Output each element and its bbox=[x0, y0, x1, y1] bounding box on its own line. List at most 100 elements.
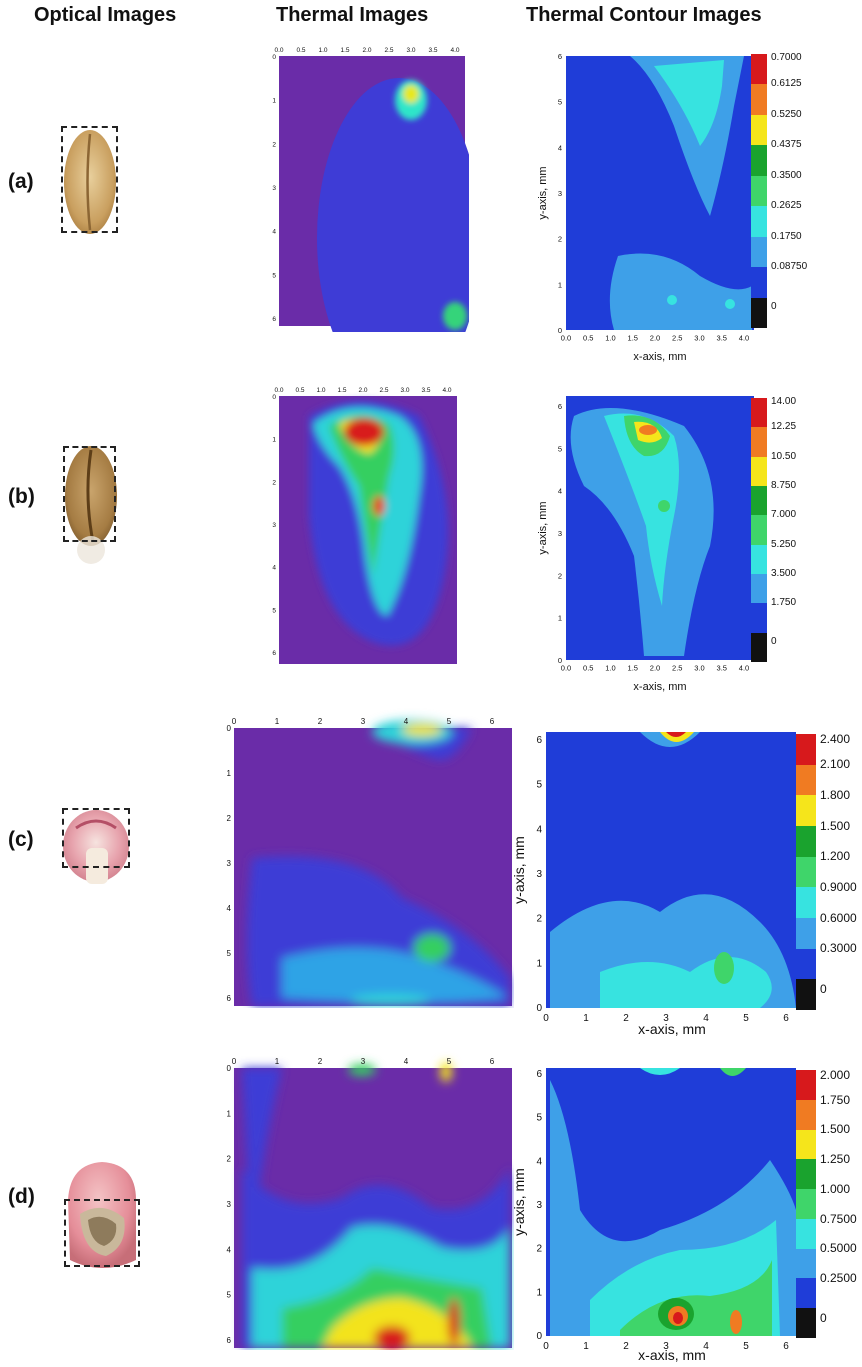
thermal-x-tick: 3.0 bbox=[400, 387, 409, 394]
contour-x-tick: 1.5 bbox=[628, 664, 638, 673]
colorbar-segment bbox=[751, 54, 767, 85]
contour-a-x-label: x-axis, mm bbox=[633, 351, 686, 363]
crop-box-a bbox=[61, 126, 118, 233]
colorbar-segment bbox=[751, 632, 767, 663]
contour-x-tick: 0.5 bbox=[583, 334, 593, 343]
thermal-x-tick: 0 bbox=[232, 1057, 237, 1066]
colorbar-tick: 2.400 bbox=[820, 732, 851, 746]
contour-plot-b: 0.0 0.5 1.0 1.5 2.0 2.5 3.0 3.5 4.0 0 1 2 3 4 5 6 x-axi… bbox=[537, 396, 754, 693]
thermal-x-tick: 2.0 bbox=[362, 47, 371, 54]
thermal-x-tick: 1.5 bbox=[337, 387, 346, 394]
thermal-x-tick: 0 bbox=[232, 717, 237, 726]
thermal-y-tick: 2 bbox=[227, 814, 232, 823]
colorbar-tick: 0.4375 bbox=[771, 139, 802, 151]
thermal-y-tick: 5 bbox=[272, 272, 276, 279]
contour-x-tick: 0.5 bbox=[583, 664, 593, 673]
contour-d-y-label: y-axis, mm bbox=[511, 1168, 527, 1236]
colorbar-tick: 0 bbox=[771, 300, 777, 312]
colorbar-tick: 0 bbox=[820, 982, 827, 997]
colorbar-d: 2.000 1.750 1.500 1.250 1.000 0.7500 0.5000 0.2… bbox=[796, 1068, 857, 1339]
contour-c-x-label: x-axis, mm bbox=[638, 1021, 706, 1037]
colorbar-segment bbox=[751, 574, 767, 604]
colorbar-tick: 0.08750 bbox=[771, 261, 808, 273]
contour-y-tick: 5 bbox=[536, 780, 542, 791]
contour-y-tick: 6 bbox=[558, 402, 562, 411]
colorbar-segment bbox=[751, 267, 767, 299]
contour-x-tick: 3.0 bbox=[694, 334, 704, 343]
thermal-y-tick: 0 bbox=[272, 394, 276, 401]
thermal-x-tick: 3.5 bbox=[421, 387, 430, 394]
contour-x-tick: 1.0 bbox=[605, 334, 615, 343]
contour-a-y-label: y-axis, mm bbox=[537, 166, 549, 219]
contour-y-tick: 6 bbox=[536, 735, 542, 746]
thermal-y-tick: 2 bbox=[272, 141, 276, 148]
optical-image-a bbox=[64, 130, 116, 234]
contour-y-tick: 5 bbox=[558, 444, 562, 453]
colorbar-tick: 1.250 bbox=[820, 1152, 851, 1167]
thermal-x-tick: 3 bbox=[361, 717, 366, 726]
thermal-x-tick: 0.0 bbox=[274, 47, 283, 54]
contour-b-y-label: y-axis, mm bbox=[537, 501, 549, 554]
contour-x-tick: 3 bbox=[663, 1341, 669, 1352]
colorbar-tick: 0.5000 bbox=[820, 1241, 857, 1256]
contour-y-tick: 3 bbox=[536, 869, 542, 880]
thermal-y-tick: 1 bbox=[272, 437, 276, 444]
colorbar-tick: 1.750 bbox=[771, 597, 797, 609]
colorbar-segment bbox=[796, 1070, 816, 1101]
contour-x-tick: 6 bbox=[783, 1341, 789, 1352]
thermal-a-x-ticks: 0.0 0.5 1.0 1.5 2.0 2.5 3.0 3.5 4.0 bbox=[274, 47, 459, 54]
row-label-d: (d) bbox=[8, 1185, 35, 1208]
contour-y-tick: 2 bbox=[536, 914, 542, 925]
contour-plot-a: 0.0 0.5 1.0 1.5 2.0 2.5 3.0 3.5 4.0 0 1 2 3 4 5 6 x-axi… bbox=[537, 52, 754, 363]
colorbar-segment bbox=[796, 1129, 816, 1160]
contour-y-tick: 4 bbox=[558, 487, 562, 496]
thermal-y-tick: 5 bbox=[272, 607, 276, 614]
colorbar-tick: 0.5250 bbox=[771, 108, 802, 120]
thermal-x-tick: 1 bbox=[275, 1057, 280, 1066]
thermal-y-tick: 6 bbox=[227, 994, 232, 1003]
colorbar-tick: 0.3500 bbox=[771, 169, 802, 181]
contour-y-tick: 1 bbox=[558, 280, 562, 289]
contour-d-x-label: x-axis, mm bbox=[638, 1347, 706, 1363]
contour-y-tick: 0 bbox=[558, 656, 562, 665]
colorbar-tick: 1.500 bbox=[820, 1122, 851, 1137]
colorbar-tick: 1.500 bbox=[820, 818, 851, 833]
thermal-x-tick: 6 bbox=[490, 717, 495, 726]
thermal-x-tick: 0.5 bbox=[296, 47, 305, 54]
colorbar-segment bbox=[751, 398, 767, 428]
contour-x-tick: 5 bbox=[743, 1013, 749, 1024]
thermal-y-tick: 0 bbox=[272, 54, 276, 61]
row-label-a: (a) bbox=[8, 170, 34, 193]
thermal-image-a: 0.0 0.5 1.0 1.5 2.0 2.5 3.0 3.5 4.0 0 1 2 3 4 5 6 bbox=[272, 47, 469, 332]
thermal-b-x-ticks: 0.0 0.5 1.0 1.5 2.0 2.5 3.0 3.5 4.0 bbox=[274, 387, 451, 394]
contour-y-tick: 3 bbox=[558, 529, 562, 538]
colorbar-tick: 8.750 bbox=[771, 480, 797, 491]
contour-x-tick: 3.5 bbox=[717, 664, 727, 673]
contour-y-tick: 6 bbox=[558, 52, 562, 61]
contour-y-tick: 5 bbox=[536, 1113, 542, 1124]
thermal-x-tick: 4.0 bbox=[442, 387, 451, 394]
colorbar-segment bbox=[751, 84, 767, 116]
colorbar-segment bbox=[796, 856, 816, 888]
colorbar-c: 2.400 2.100 1.800 1.500 1.200 0.9000 0.6000 0.3… bbox=[796, 732, 857, 1011]
contour-x-tick: 6 bbox=[783, 1013, 789, 1024]
crop-box-b bbox=[63, 446, 116, 542]
thermal-x-tick: 3.5 bbox=[428, 47, 437, 54]
colorbar-tick: 5.250 bbox=[771, 538, 797, 550]
thermal-y-tick: 6 bbox=[272, 650, 276, 657]
thermal-d-x-ticks: 0 1 2 3 4 5 6 bbox=[232, 1057, 495, 1066]
colorbar-tick: 0 bbox=[771, 635, 777, 647]
thermal-x-tick: 1.0 bbox=[316, 387, 325, 394]
colorbar-tick: 1.200 bbox=[820, 849, 851, 864]
colorbar-segment bbox=[796, 826, 816, 858]
colorbar-segment bbox=[751, 297, 767, 329]
thermal-a-y-ticks: 0 1 2 3 4 5 6 bbox=[272, 54, 276, 323]
contour-x-tick: 1.5 bbox=[628, 334, 638, 343]
colorbar-tick: 14.00 bbox=[771, 396, 797, 407]
colorbar-segment bbox=[796, 1189, 816, 1220]
contour-x-tick: 4 bbox=[703, 1341, 709, 1352]
contour-y-tick: 0 bbox=[536, 1331, 542, 1342]
colorbar-tick: 0.7500 bbox=[820, 1211, 857, 1226]
colorbar-segment bbox=[796, 1278, 816, 1309]
